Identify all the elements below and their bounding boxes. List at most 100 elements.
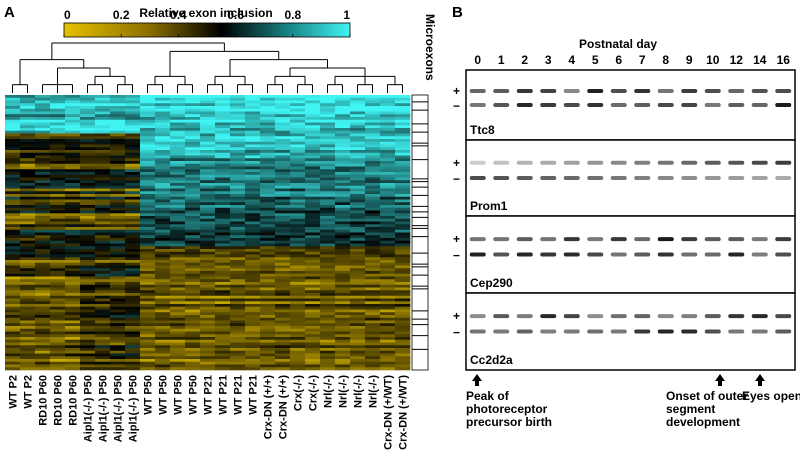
- heatmap-cell: [215, 133, 231, 137]
- heatmap-cell: [50, 295, 66, 299]
- heatmap-cell: [320, 196, 336, 200]
- heatmap-cell: [50, 271, 66, 275]
- heatmap-cell: [380, 227, 396, 231]
- heatmap-cell: [170, 128, 186, 132]
- heatmap-cell: [35, 235, 51, 239]
- gel-band: [681, 103, 698, 107]
- heatmap-cell: [365, 367, 381, 371]
- heatmap-cell: [290, 114, 306, 118]
- heatmap-cell: [380, 183, 396, 187]
- heatmap-cell: [5, 218, 21, 222]
- heatmap-cell: [155, 169, 171, 173]
- heatmap-cell: [275, 342, 291, 346]
- heatmap-cell: [380, 202, 396, 206]
- heatmap-cell: [260, 331, 276, 335]
- day-label: 10: [706, 53, 720, 67]
- heatmap-cell: [185, 183, 201, 187]
- heatmap-cell: [20, 282, 36, 286]
- heatmap-cell: [335, 119, 351, 123]
- heatmap-cell: [35, 174, 51, 178]
- heatmap-cell: [170, 191, 186, 195]
- heatmap-cell: [155, 309, 171, 313]
- heatmap-cell: [335, 309, 351, 313]
- heatmap-cell: [260, 249, 276, 253]
- gel-band: [657, 176, 674, 180]
- heatmap-cell: [245, 298, 261, 302]
- heatmap-cell: [215, 290, 231, 294]
- heatmap-cell: [275, 139, 291, 143]
- heatmap-cell: [380, 298, 396, 302]
- heatmap-cell: [365, 282, 381, 286]
- heatmap-cell: [155, 218, 171, 222]
- heatmap-cell: [320, 367, 336, 371]
- heatmap-cell: [110, 265, 126, 269]
- heatmap-cell: [125, 257, 141, 261]
- heatmap-cell: [275, 103, 291, 107]
- heatmap-cell: [275, 100, 291, 104]
- heatmap-cell: [35, 295, 51, 299]
- gel-band: [634, 160, 651, 165]
- heatmap-cell: [260, 172, 276, 176]
- heatmap-cell: [380, 339, 396, 343]
- heatmap-cell: [185, 117, 201, 121]
- heatmap-cell: [50, 196, 66, 200]
- heatmap-cell: [140, 304, 156, 308]
- heatmap-cell: [200, 172, 216, 176]
- heatmap-cell: [5, 188, 21, 192]
- heatmap-cell: [110, 202, 126, 206]
- heatmap-cell: [170, 114, 186, 118]
- heatmap-cell: [185, 273, 201, 277]
- heatmap-cell: [380, 106, 396, 110]
- heatmap-cell: [395, 130, 411, 134]
- heatmap-cell: [140, 103, 156, 107]
- heatmap-cell: [50, 119, 66, 123]
- heatmap-cell: [305, 133, 321, 137]
- heatmap-cell: [20, 359, 36, 363]
- gel-band: [516, 103, 533, 107]
- heatmap-cell: [350, 246, 366, 250]
- heatmap-cell: [350, 161, 366, 165]
- heatmap-cell: [80, 213, 96, 217]
- heatmap-cell: [335, 251, 351, 255]
- heatmap-cell: [140, 174, 156, 178]
- heatmap-cell: [65, 224, 81, 228]
- heatmap-cell: [80, 359, 96, 363]
- heatmap-cell: [50, 194, 66, 198]
- heatmap-cell: [110, 315, 126, 319]
- heatmap-cell: [20, 353, 36, 357]
- gel-band: [657, 89, 674, 93]
- heatmap-cell: [350, 199, 366, 203]
- heatmap-cell: [110, 221, 126, 225]
- heatmap-cell: [65, 268, 81, 272]
- heatmap-cell: [50, 265, 66, 269]
- heatmap-cell: [110, 262, 126, 266]
- heatmap-cell: [305, 328, 321, 332]
- heatmap-cell: [275, 339, 291, 343]
- heatmap-cell: [335, 194, 351, 198]
- heatmap-cell: [395, 172, 411, 176]
- heatmap-cell: [200, 139, 216, 143]
- heatmap-cell: [230, 337, 246, 341]
- heatmap-cell: [140, 117, 156, 121]
- heatmap-cell: [275, 169, 291, 173]
- heatmap-cell: [245, 284, 261, 288]
- heatmap-cell: [20, 334, 36, 338]
- heatmap-cell: [395, 150, 411, 154]
- heatmap-cell: [185, 216, 201, 220]
- heatmap-cell: [95, 334, 111, 338]
- heatmap-cell: [5, 240, 21, 244]
- heatmap-cell: [245, 163, 261, 167]
- heatmap-cell: [50, 202, 66, 206]
- heatmap-cell: [320, 106, 336, 110]
- heatmap-cell: [170, 119, 186, 123]
- heatmap-cell: [50, 273, 66, 277]
- plus-sign: +: [453, 156, 460, 170]
- sample-label: Crx-DN (+/+): [263, 375, 275, 440]
- heatmap-cell: [200, 367, 216, 371]
- heatmap-cell: [65, 122, 81, 126]
- heatmap-cell: [80, 326, 96, 330]
- heatmap-cell: [200, 260, 216, 264]
- heatmap-cell: [215, 207, 231, 211]
- heatmap-cell: [170, 339, 186, 343]
- heatmap-cell: [245, 133, 261, 137]
